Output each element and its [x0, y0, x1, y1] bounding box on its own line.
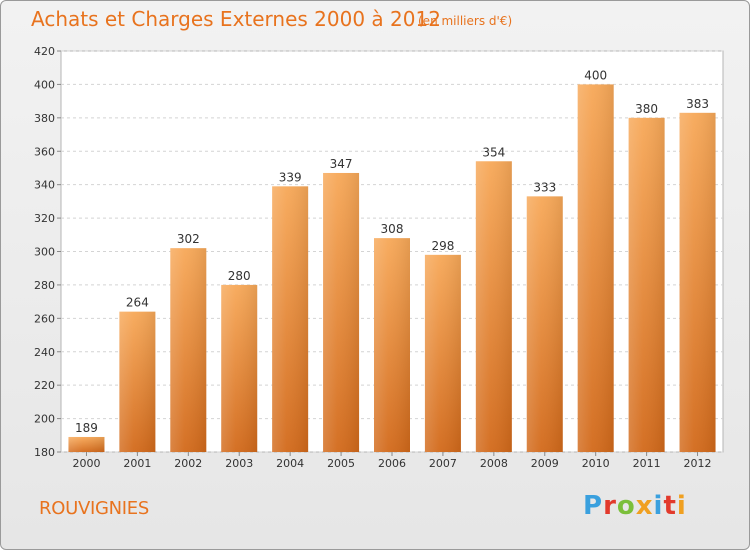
- y-tick-label: 180: [34, 446, 55, 459]
- data-label: 333: [533, 180, 556, 194]
- y-tick-label: 340: [34, 179, 55, 192]
- data-label: 354: [482, 145, 505, 159]
- bar-shine: [577, 84, 614, 453]
- y-tick-label: 360: [34, 145, 55, 158]
- x-tick-label: 2008: [480, 457, 508, 470]
- x-tick-label: 2009: [531, 457, 559, 470]
- data-label: 302: [177, 232, 200, 246]
- commune-name: ROUVIGNIES: [39, 498, 149, 519]
- logo-letter: i: [653, 491, 664, 521]
- chart-subtitle: (en milliers d'€): [418, 14, 513, 28]
- x-tick-label: 2010: [582, 457, 610, 470]
- data-label: 383: [686, 97, 709, 111]
- y-tick-label: 260: [34, 312, 55, 325]
- bar-shine: [68, 436, 105, 452]
- bar-shine: [119, 311, 156, 452]
- logo-letter: r: [603, 491, 617, 521]
- x-tick-label: 2003: [225, 457, 253, 470]
- logo-letter: o: [616, 491, 636, 521]
- data-label: 347: [330, 157, 353, 171]
- y-tick-label: 400: [34, 78, 55, 91]
- logo-letter: x: [635, 491, 654, 521]
- logo-letter: P: [583, 491, 604, 521]
- y-tick-label: 320: [34, 212, 55, 225]
- bar-shine: [170, 248, 207, 452]
- bar-shine: [679, 112, 716, 452]
- data-label: 189: [75, 421, 98, 435]
- bar-shine: [323, 172, 360, 453]
- data-label: 280: [228, 269, 251, 283]
- data-label: 308: [381, 222, 404, 236]
- y-tick-label: 280: [34, 279, 55, 292]
- bar-shine: [628, 117, 665, 452]
- data-label: 400: [584, 68, 607, 82]
- x-tick-label: 2011: [633, 457, 661, 470]
- bar-shine: [475, 161, 512, 452]
- x-tick-label: 2012: [684, 457, 712, 470]
- y-tick-label: 300: [34, 246, 55, 259]
- logo-letter: t: [663, 491, 677, 521]
- x-tick-label: 2006: [378, 457, 406, 470]
- bar-shine: [526, 196, 563, 452]
- x-axis: 2000 2001 2002 2003 2004 2005 2006 2007 2008 2009…: [72, 452, 712, 470]
- y-tick-label: 380: [34, 112, 55, 125]
- x-tick-label: 2007: [429, 457, 457, 470]
- data-label: 380: [635, 102, 658, 116]
- y-tick-label: 200: [34, 413, 55, 426]
- bars: [68, 84, 716, 453]
- bar-shine: [424, 254, 461, 452]
- bar-shine: [272, 186, 309, 452]
- x-tick-label: 2005: [327, 457, 355, 470]
- x-tick-label: 2004: [276, 457, 304, 470]
- y-tick-label: 220: [34, 379, 55, 392]
- x-tick-label: 2002: [174, 457, 202, 470]
- proxiti-logo[interactable]: Proxiti: [583, 491, 687, 521]
- bar-shine: [221, 284, 258, 452]
- data-labels: 189 264 302 280 339 347 308 298 354 333 400 380 383: [75, 68, 709, 435]
- chart-title: Achats et Charges Externes 2000 à 2012: [31, 7, 441, 31]
- x-tick-label: 2000: [72, 457, 100, 470]
- y-axis: 180 200 220 240 260 280 300 320 340 360 380 400 420: [34, 45, 61, 459]
- bar-shine: [374, 238, 410, 452]
- data-label: 298: [431, 239, 454, 253]
- data-label: 339: [279, 170, 302, 184]
- x-tick-label: 2001: [123, 457, 151, 470]
- data-label: 264: [126, 296, 149, 310]
- logo-letter: i: [676, 491, 687, 521]
- y-tick-label: 420: [34, 45, 55, 58]
- y-tick-label: 240: [34, 346, 55, 359]
